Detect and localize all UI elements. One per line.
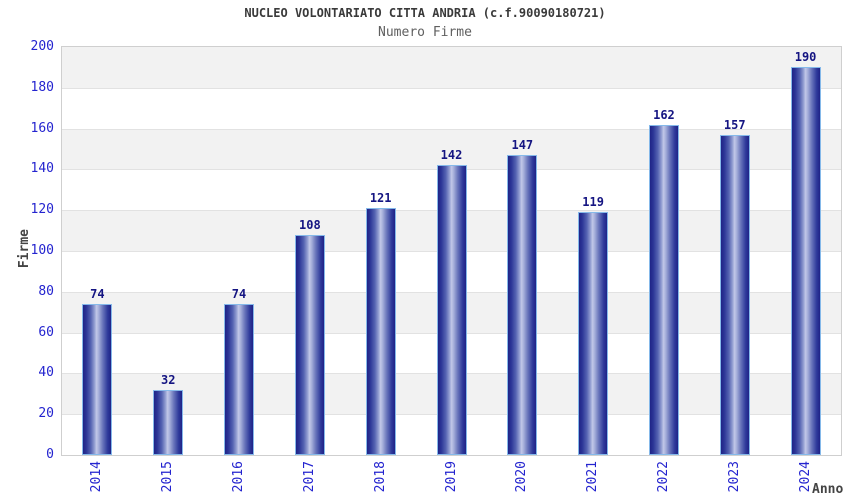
x-axis-title: Anno (812, 482, 844, 497)
y-tick-label: 120 (30, 202, 54, 218)
x-tick-label: 2014 (89, 461, 105, 493)
y-tick-label: 20 (38, 406, 54, 422)
chart-subtitle: Numero Firme (378, 25, 472, 40)
bar (153, 389, 184, 455)
y-tick-label: 40 (38, 365, 54, 381)
y-tick-label: 140 (30, 161, 54, 177)
y-tick-label: 0 (46, 447, 54, 462)
bar-value-label: 147 (511, 138, 534, 153)
x-tick-label: 2017 (301, 461, 317, 493)
bar (294, 234, 325, 455)
grid-band (62, 47, 841, 88)
bar (82, 304, 113, 455)
chart-title: NUCLEO VOLONTARIATO CITTA ANDRIA (c.f.90… (244, 6, 606, 20)
bar-value-label: 119 (582, 195, 604, 210)
bar (578, 212, 609, 455)
bar-value-label: 74 (231, 287, 247, 302)
x-tick-label: 2015 (160, 461, 176, 493)
gridline (62, 128, 841, 130)
x-tick-label: 2016 (231, 461, 247, 493)
x-tick-label: 2023 (726, 461, 742, 493)
bar-value-label: 121 (369, 191, 392, 206)
gridline (62, 87, 841, 89)
x-tick-label: 2018 (372, 461, 388, 493)
grid-band (62, 128, 841, 170)
y-tick-label: 180 (30, 79, 54, 95)
bar (436, 165, 467, 455)
bar-value-label: 190 (794, 50, 817, 65)
bar (719, 134, 750, 455)
x-tick-label: 2024 (797, 461, 813, 493)
y-tick-label: 100 (30, 243, 54, 258)
bar-value-label: 162 (653, 107, 675, 122)
bar-value-label: 157 (723, 117, 746, 132)
bar-value-label: 142 (440, 148, 463, 163)
bar (507, 155, 538, 455)
bar (365, 208, 396, 455)
y-tick-label: 200 (30, 39, 54, 54)
bar-value-label: 74 (90, 287, 105, 302)
x-tick-label: 2022 (655, 461, 671, 493)
y-tick-label: 160 (30, 120, 54, 136)
bar (224, 304, 255, 455)
bar (790, 67, 821, 455)
x-tick-label: 2019 (443, 461, 459, 493)
y-tick-label: 80 (38, 283, 54, 299)
bar-value-label: 32 (160, 372, 176, 387)
bar-value-label: 108 (299, 217, 321, 232)
x-tick-label: 2020 (514, 461, 530, 493)
bar (648, 124, 679, 455)
y-tick-label: 60 (38, 324, 54, 340)
x-tick-label: 2021 (585, 461, 601, 493)
